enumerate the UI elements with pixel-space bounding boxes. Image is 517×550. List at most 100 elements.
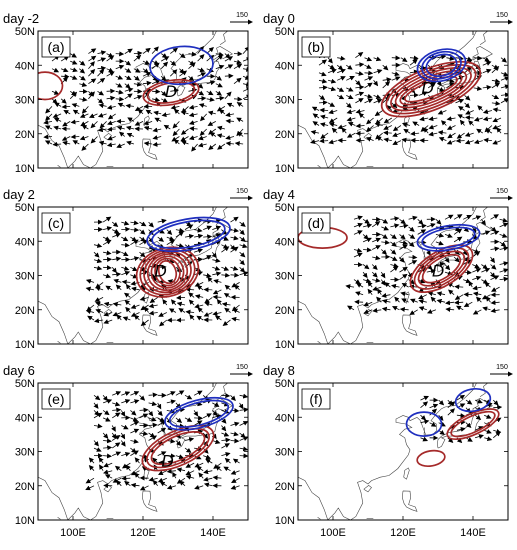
wind-vector <box>79 82 88 87</box>
wind-vector <box>408 279 416 285</box>
wind-vector <box>93 402 99 409</box>
wind-vector <box>148 392 158 398</box>
wind-vector <box>327 78 337 84</box>
y-tick-label: 30N <box>275 447 295 459</box>
wind-vector <box>111 267 117 274</box>
wind-vector <box>226 102 235 108</box>
wind-vector <box>390 263 399 268</box>
wind-vector <box>196 285 204 291</box>
wind-vector <box>231 477 240 483</box>
coastline-5 <box>103 133 112 141</box>
wind-vector <box>346 94 354 100</box>
wind-vector <box>95 282 104 289</box>
wind-vector <box>87 315 95 321</box>
wind-vector <box>327 57 333 64</box>
wind-vector <box>412 121 420 127</box>
wind-vector <box>95 301 104 307</box>
wind-vector <box>381 249 388 255</box>
y-tick-label: 30N <box>15 271 35 283</box>
wind-vector <box>355 80 361 86</box>
wind-vector <box>130 410 137 416</box>
wind-vector <box>124 299 131 306</box>
wind-vector <box>215 54 224 62</box>
coastline-9 <box>57 165 61 168</box>
wind-vector <box>121 220 130 226</box>
wind-vector <box>124 48 133 54</box>
wind-vector <box>223 292 231 298</box>
wind-vector <box>391 102 398 109</box>
wind-vector <box>98 457 104 464</box>
wind-vector <box>130 312 140 317</box>
wind-vector <box>403 128 411 134</box>
y-tick-label: 10N <box>15 515 35 527</box>
wind-vector <box>130 399 140 404</box>
wind-vector <box>184 224 194 230</box>
panel-title: day -2 <box>3 11 39 26</box>
wind-vector <box>166 408 176 414</box>
wind-vector <box>399 218 406 225</box>
wind-vector <box>207 276 213 283</box>
positive-contour <box>446 408 500 441</box>
wind-vector <box>381 306 391 312</box>
wind-vector <box>310 139 320 145</box>
wind-vector <box>353 252 363 258</box>
wind-vector <box>472 248 480 254</box>
wind-vector <box>483 137 492 143</box>
wind-vector <box>188 292 195 298</box>
wind-vector <box>81 106 89 114</box>
y-tick-label: 40N <box>15 236 35 248</box>
wind-vector <box>188 112 198 118</box>
wind-vector <box>472 291 482 297</box>
wind-vector <box>429 403 439 409</box>
wind-vector <box>130 470 140 476</box>
wind-vector <box>445 300 455 306</box>
wind-vector <box>140 304 149 311</box>
wind-vector <box>188 120 198 125</box>
negative-contour <box>416 223 481 252</box>
wind-vector <box>500 57 507 63</box>
wind-vector <box>499 268 508 274</box>
wind-vector <box>97 57 107 63</box>
wind-vector <box>238 402 244 410</box>
wind-vector <box>153 110 162 116</box>
wind-vector <box>170 69 178 77</box>
wind-vector <box>493 404 503 410</box>
y-tick-label: 30N <box>15 95 35 107</box>
wind-vector <box>151 60 160 65</box>
wind-vector <box>447 437 454 443</box>
wind-vector <box>188 75 195 82</box>
wind-vector <box>464 132 474 137</box>
wind-vector <box>224 73 234 79</box>
y-tick-label: 30N <box>275 95 295 107</box>
wind-vector <box>121 251 129 256</box>
wind-vector <box>148 432 156 438</box>
wind-vector <box>499 276 508 282</box>
wind-vector <box>148 401 158 407</box>
wind-vector <box>232 458 240 464</box>
y-tick-label: 10N <box>275 515 295 527</box>
positive-contour <box>413 247 470 290</box>
y-tick-label: 20N <box>15 129 35 141</box>
wind-vector <box>72 140 80 145</box>
wind-vector <box>117 102 125 108</box>
wind-vector <box>230 216 239 223</box>
wind-vector <box>152 135 162 140</box>
wind-vector <box>328 139 338 145</box>
wind-vector <box>72 109 80 115</box>
wind-vector <box>176 477 186 484</box>
wind-vector <box>120 410 126 417</box>
wind-vector <box>230 484 240 490</box>
wind-vector <box>390 216 400 222</box>
wind-vector <box>318 100 328 106</box>
wind-vector <box>202 432 209 439</box>
wind-vector <box>491 94 500 100</box>
wind-vector <box>225 112 235 118</box>
wind-vector <box>371 271 378 278</box>
reference-vector-label: 150 <box>236 364 248 371</box>
positive-contour <box>142 78 200 107</box>
wind-vector <box>474 414 482 421</box>
positive-contour <box>139 248 196 296</box>
wind-vector <box>103 265 112 271</box>
wind-vector <box>418 306 427 311</box>
wind-vector <box>120 440 126 447</box>
